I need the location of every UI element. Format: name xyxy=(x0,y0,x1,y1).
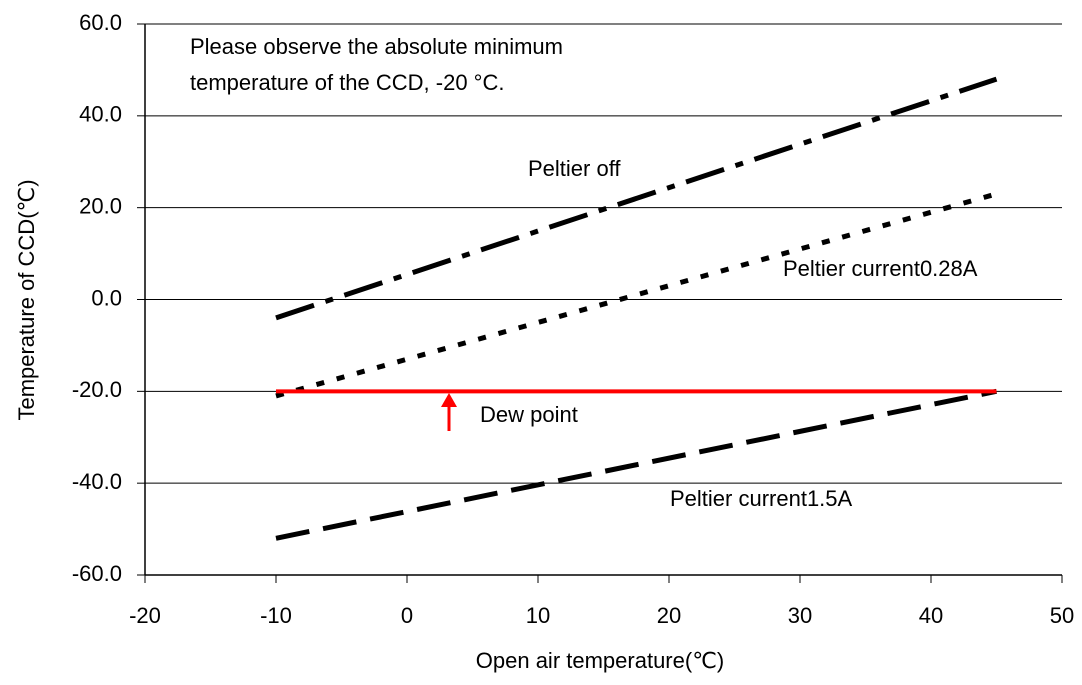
x-axis-label: Open air temperature(℃) xyxy=(476,648,724,673)
y-tick-label: 20.0 xyxy=(79,193,122,218)
x-tick-label: -20 xyxy=(129,603,161,628)
series-line xyxy=(275,191,998,399)
x-tick-label: 50 xyxy=(1050,603,1074,628)
y-tick-label: -60.0 xyxy=(72,561,122,586)
annotation: Please observe the absolute minimum xyxy=(190,34,563,59)
dew-arrow-head xyxy=(441,393,457,407)
y-axis-label: Temperature of CCD(℃) xyxy=(14,179,39,420)
annotation: Dew point xyxy=(480,402,578,427)
y-tick-label: -40.0 xyxy=(72,469,122,494)
annotation: Peltier current1.5A xyxy=(670,486,853,511)
y-tick-label: 60.0 xyxy=(79,10,122,35)
y-tick-label: 0.0 xyxy=(91,285,122,310)
x-tick-label: 20 xyxy=(657,603,681,628)
x-tick-label: 30 xyxy=(788,603,812,628)
annotation: Peltier off xyxy=(528,156,621,181)
annotation: Peltier current0.28A xyxy=(783,256,978,281)
y-tick-label: -20.0 xyxy=(72,377,122,402)
series-line xyxy=(275,76,998,321)
x-tick-label: 10 xyxy=(526,603,550,628)
x-tick-label: -10 xyxy=(260,603,292,628)
x-tick-label: 40 xyxy=(919,603,943,628)
x-tick-label: 0 xyxy=(401,603,413,628)
y-tick-label: 40.0 xyxy=(79,102,122,127)
series-line xyxy=(275,388,997,541)
annotation: temperature of the CCD, -20 °C. xyxy=(190,70,504,95)
